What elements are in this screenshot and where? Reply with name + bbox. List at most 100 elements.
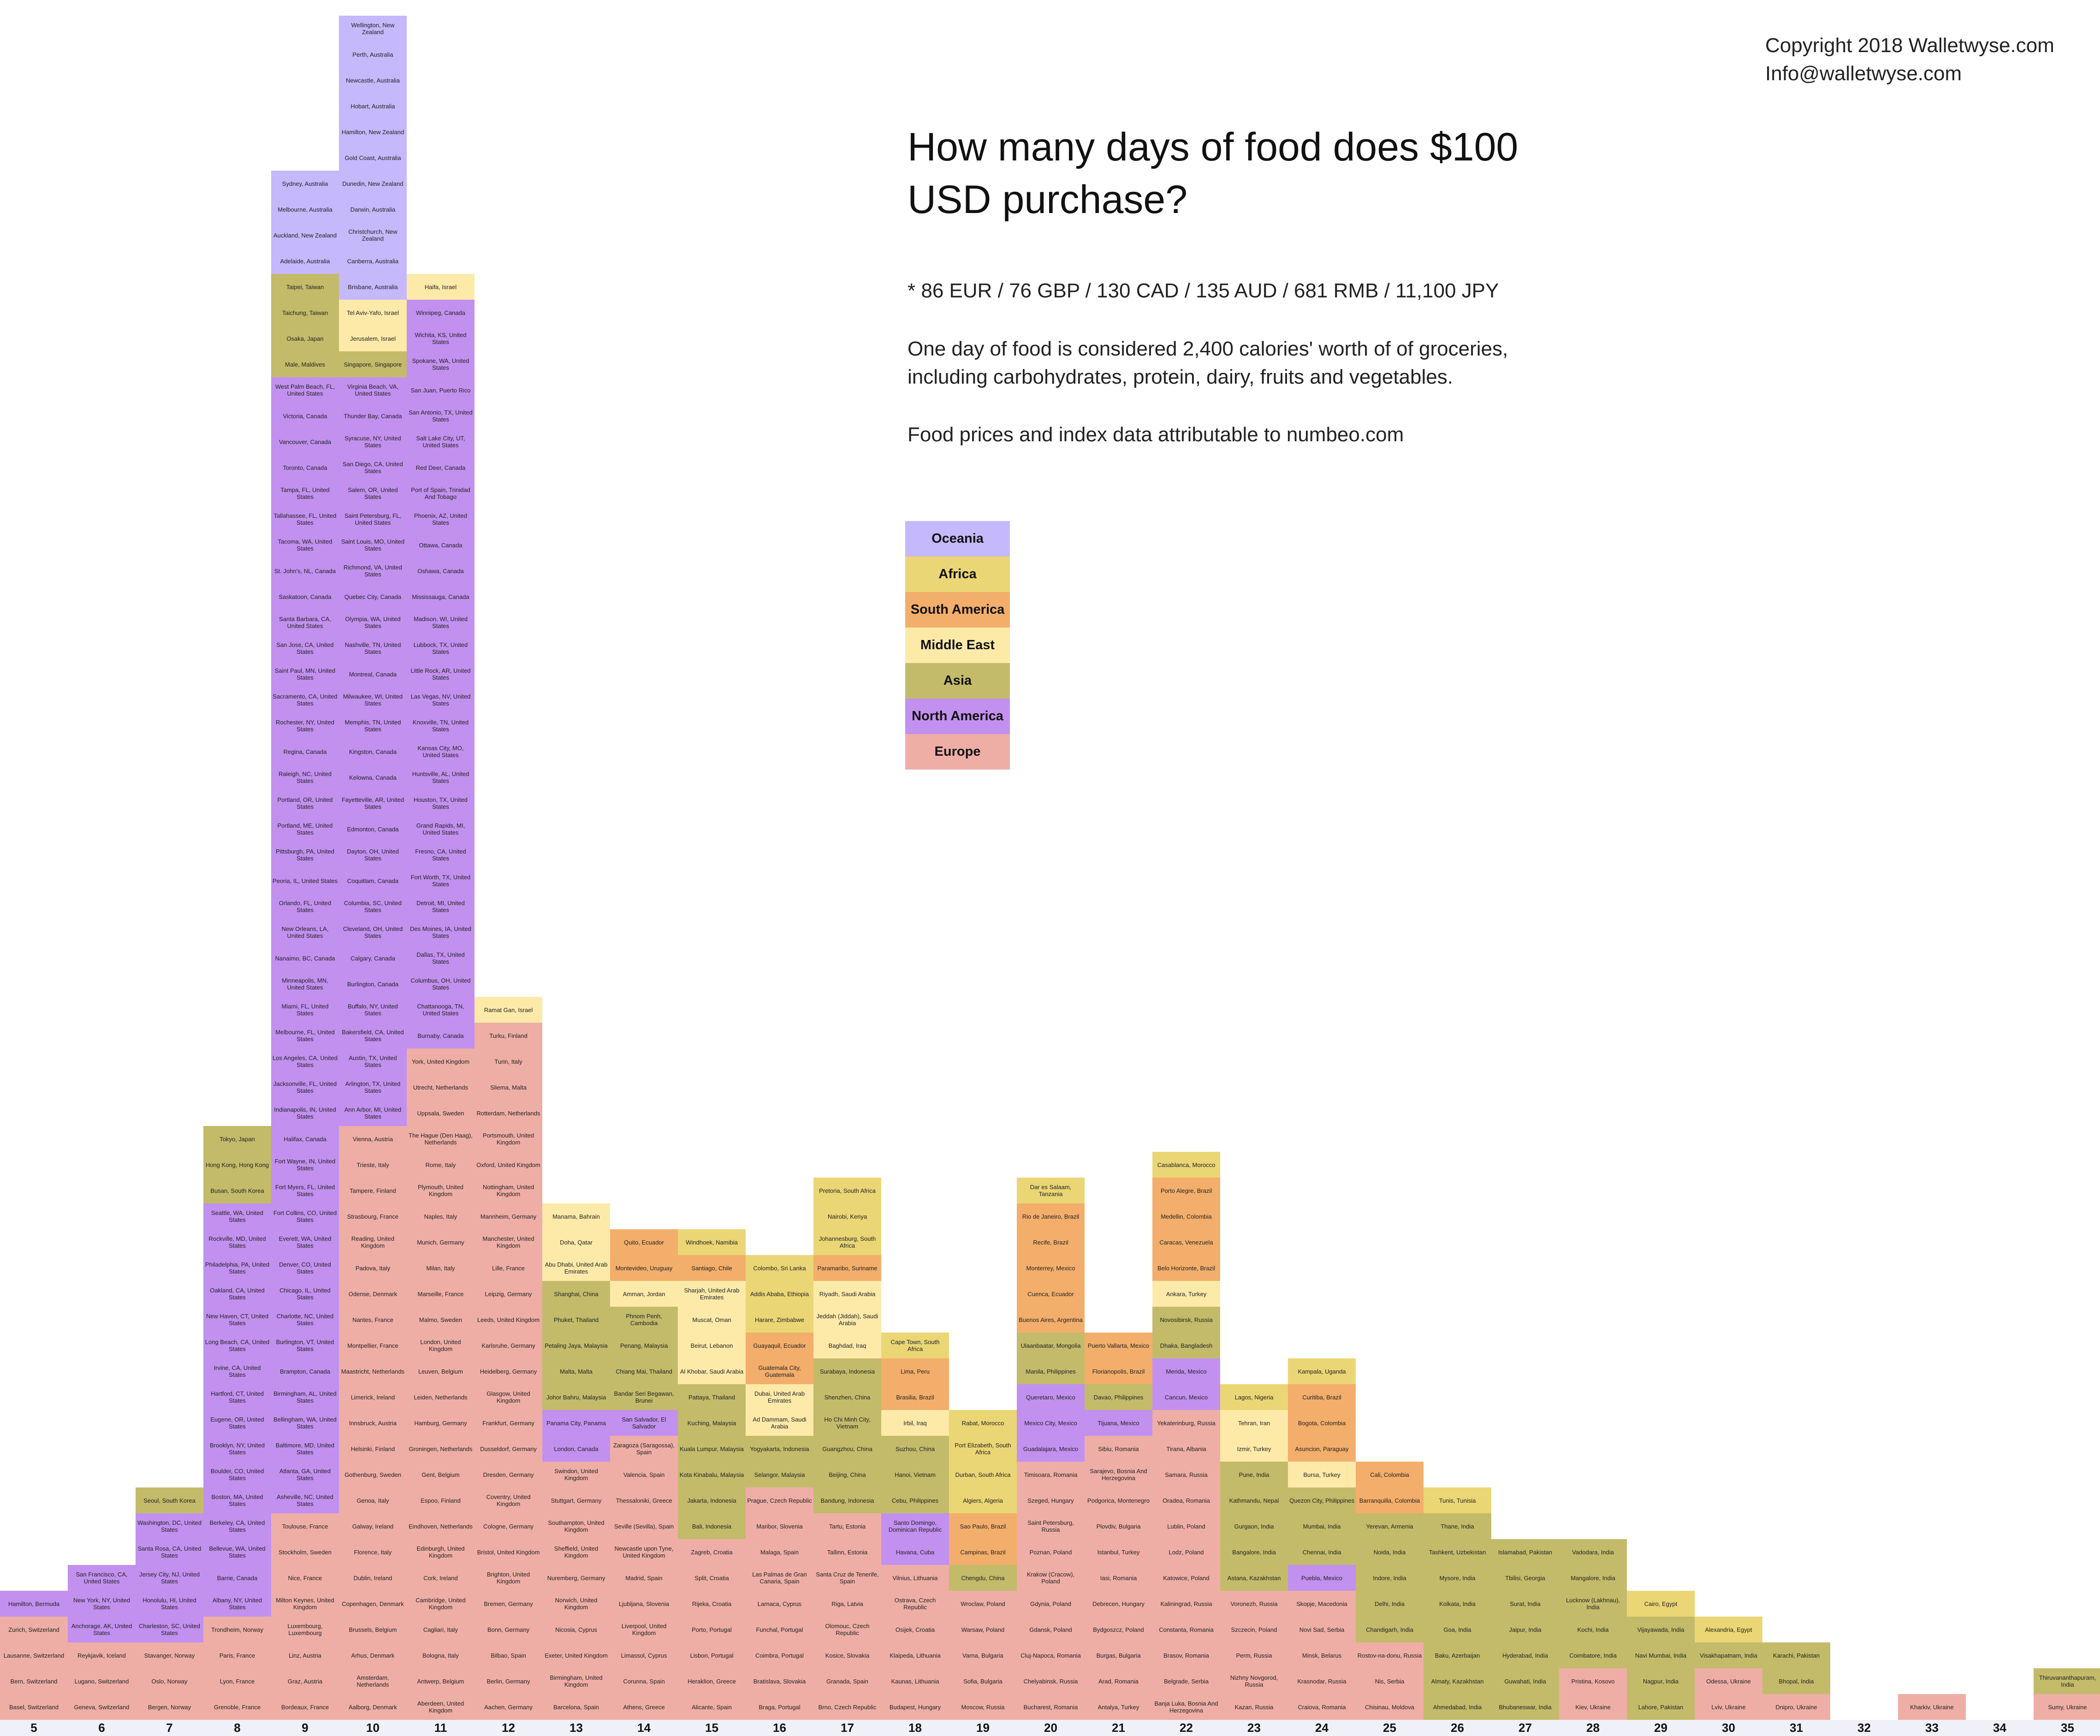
city-tile: Salt Lake City, UT, United States	[407, 429, 475, 455]
city-tile: Bursa, Turkey	[1288, 1462, 1356, 1487]
city-tile: Edmonton, Canada	[339, 816, 407, 842]
city-tile: Beijing, China	[813, 1462, 881, 1487]
city-tile: Barrie, Canada	[203, 1565, 271, 1591]
city-tile: Rostov-na-donu, Russia	[1356, 1642, 1424, 1668]
city-tile: Bydgoszcz, Poland	[1085, 1617, 1152, 1642]
city-tile: Kota Kinabalu, Malaysia	[678, 1462, 746, 1487]
city-tile: Samara, Russia	[1152, 1462, 1220, 1487]
city-tile: Ostrava, Czech Republic	[881, 1591, 949, 1617]
city-tile: Cairo, Egypt	[1627, 1591, 1695, 1617]
city-tile: Arhus, Denmark	[339, 1642, 407, 1668]
city-tile: Quebec City, Canada	[339, 584, 407, 610]
city-tile: Osijek, Croatia	[881, 1617, 949, 1642]
city-tile: Zurich, Switzerland	[0, 1617, 68, 1642]
city-tile: Vienna, Austria	[339, 1126, 407, 1152]
city-tile: Amman, Jordan	[610, 1281, 678, 1307]
city-tile: Queretaro, Mexico	[1017, 1384, 1085, 1410]
city-tile: Birmingham, United Kingdom	[542, 1668, 610, 1694]
city-tile: Syracuse, NY, United States	[339, 429, 407, 455]
x-tick-label: 10	[366, 1721, 380, 1735]
city-tile: Strasbourg, France	[339, 1203, 407, 1229]
city-tile: Fayetteville, AR, United States	[339, 790, 407, 816]
city-tile: Pattaya, Thailand	[678, 1384, 746, 1410]
city-tile: Male, Maldives	[271, 351, 339, 377]
city-tile: Nizhny Novgorod, Russia	[1220, 1668, 1288, 1694]
city-tile: Mexico City, Mexico	[1017, 1410, 1085, 1436]
city-tile: Bremen, Germany	[475, 1591, 542, 1617]
city-tile: Minneapolis, MN, United States	[271, 971, 339, 997]
city-tile: Odense, Denmark	[339, 1281, 407, 1307]
city-tile: Durban, South Africa	[949, 1462, 1017, 1487]
city-tile: Kansas City, MO, United States	[407, 739, 475, 764]
city-tile: Milan, Italy	[407, 1255, 475, 1281]
city-tile: Athens, Greece	[610, 1694, 678, 1720]
city-tile: Navi Mumbai, India	[1627, 1642, 1695, 1668]
city-tile: Davao, Philippines	[1085, 1384, 1152, 1410]
city-tile: Brighton, United Kingdom	[475, 1565, 542, 1591]
city-tile: Perm, Russia	[1220, 1642, 1288, 1668]
city-tile: Brussels, Belgium	[339, 1617, 407, 1642]
city-tile: Thiruvananthapuram, India	[2034, 1668, 2100, 1694]
city-tile: Asuncion, Paraguay	[1288, 1436, 1356, 1462]
city-tile: Madison, WI, United States	[407, 610, 475, 635]
city-tile: Merida, Mexico	[1152, 1358, 1220, 1384]
city-tile: Bakersfield, CA, United States	[339, 1023, 407, 1049]
city-tile: Darwin, Australia	[339, 196, 407, 222]
city-tile: Huntsville, AL, United States	[407, 764, 475, 790]
city-tile: Portsmouth, United Kingdom	[475, 1126, 542, 1152]
city-tile: Exeter, United Kingdom	[542, 1642, 610, 1668]
city-tile: Oslo, Norway	[136, 1668, 203, 1694]
city-tile: Jersey City, NJ, United States	[136, 1565, 203, 1591]
city-tile: Saskatoon, Canada	[271, 584, 339, 610]
city-tile: Colombo, Sri Lanka	[746, 1255, 813, 1281]
city-tile: Kampala, Uganda	[1288, 1358, 1356, 1384]
city-tile: Heraklion, Greece	[678, 1668, 746, 1694]
legend-south-america: South America	[905, 592, 1010, 628]
x-tick-label: 30	[1722, 1721, 1735, 1735]
x-axis-band	[0, 1720, 2100, 1736]
city-tile: Rockville, MD, United States	[203, 1229, 271, 1255]
city-tile: Long Beach, CA, United States	[203, 1333, 271, 1358]
city-tile: Kosice, Slovakia	[813, 1642, 881, 1668]
city-tile: Saint Petersburg, FL, United States	[339, 506, 407, 532]
legend-europe: Europe	[905, 734, 1010, 770]
city-tile: Puebla, Mexico	[1288, 1565, 1356, 1591]
city-tile: San Antonio, TX, United States	[407, 403, 475, 429]
city-tile: Sao Paulo, Brazil	[949, 1513, 1017, 1539]
city-tile: Spokane, WA, United States	[407, 351, 475, 377]
city-tile: Muscat, Oman	[678, 1307, 746, 1333]
city-tile: Toulouse, France	[271, 1513, 339, 1539]
city-tile: Malta, Malta	[542, 1358, 610, 1384]
city-tile: Chiang Mai, Thailand	[610, 1358, 678, 1384]
city-tile: Fort Collins, CO, United States	[271, 1203, 339, 1229]
city-tile: Jerusalem, Israel	[339, 326, 407, 351]
city-tile: Saint Petersburg, Russia	[1017, 1513, 1085, 1539]
city-tile: Leuven, Belgium	[407, 1358, 475, 1384]
city-tile: Toronto, Canada	[271, 455, 339, 480]
city-tile: London, United Kingdom	[407, 1333, 475, 1358]
city-tile: Doha, Qatar	[542, 1229, 610, 1255]
city-tile: Gdynia, Poland	[1017, 1591, 1085, 1617]
legend: Oceania Africa South America Middle East…	[905, 521, 1010, 770]
city-tile: Visakhapatnam, India	[1695, 1642, 1762, 1668]
city-tile: Istanbul, Turkey	[1085, 1539, 1152, 1565]
city-tile: Vijayawada, India	[1627, 1617, 1695, 1642]
city-tile: Dubai, United Arab Emirates	[746, 1384, 813, 1410]
city-tile: Tbilisi, Georgia	[1491, 1565, 1559, 1591]
city-tile: Antwerp, Belgium	[407, 1668, 475, 1694]
city-tile: Vadodara, India	[1559, 1539, 1627, 1565]
city-tile: Bologna, Italy	[407, 1642, 475, 1668]
city-tile: Adelaide, Australia	[271, 248, 339, 274]
city-tile: Iasi, Romania	[1085, 1565, 1152, 1591]
city-tile: Newcastle, Australia	[339, 67, 407, 93]
city-tile: Ljubljana, Slovenia	[610, 1591, 678, 1617]
city-tile: Chicago, IL, United States	[271, 1281, 339, 1307]
city-tile: Utrecht, Netherlands	[407, 1074, 475, 1100]
city-tile: Genoa, Italy	[339, 1487, 407, 1513]
city-tile: Eindhoven, Netherlands	[407, 1513, 475, 1539]
city-tile: Nottingham, United Kingdom	[475, 1178, 542, 1203]
x-tick-label: 7	[166, 1721, 173, 1735]
city-tile: Klaipeda, Lithuania	[881, 1642, 949, 1668]
city-tile: Oshawa, Canada	[407, 558, 475, 584]
city-tile: Ahmedabad, India	[1424, 1694, 1491, 1720]
